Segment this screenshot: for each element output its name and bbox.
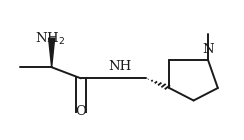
Text: NH$_2$: NH$_2$ — [35, 31, 66, 47]
Text: N: N — [202, 43, 214, 56]
Text: O: O — [75, 105, 86, 118]
Text: NH: NH — [108, 60, 132, 73]
Polygon shape — [49, 38, 55, 67]
